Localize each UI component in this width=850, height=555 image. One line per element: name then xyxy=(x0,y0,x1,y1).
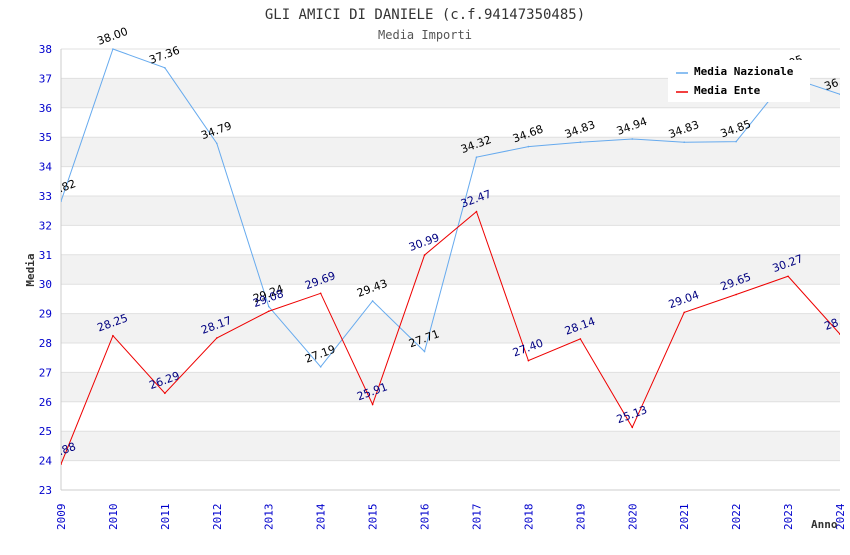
data-point-media-ente xyxy=(579,338,582,340)
grid-band xyxy=(61,166,840,196)
grid-band xyxy=(61,284,840,314)
legend-label-media-ente: Media Ente xyxy=(694,84,761,97)
y-tick-label: 30 xyxy=(39,278,52,291)
data-point-media-ente xyxy=(631,426,634,429)
legend-label-media-nazionale: Media Nazionale xyxy=(694,65,794,78)
x-tick-label: 2023 xyxy=(782,504,795,531)
x-tick-label: 2012 xyxy=(211,504,224,531)
grid-band xyxy=(61,401,840,432)
data-point-media-nazionale xyxy=(475,156,478,158)
grid-band xyxy=(61,107,840,138)
grid-band xyxy=(61,225,840,255)
y-tick-label: 23 xyxy=(39,484,52,497)
data-point-media-ente xyxy=(475,210,478,213)
data-point-media-ente xyxy=(735,293,737,296)
series-line-media-ente xyxy=(61,210,840,465)
y-tick-label: 29 xyxy=(39,308,52,321)
data-point-media-ente xyxy=(683,311,685,314)
data-point-media-nazionale xyxy=(61,200,62,203)
data-point-media-ente xyxy=(423,254,426,256)
series-line-media-nazionale xyxy=(61,48,840,368)
y-tick-label: 26 xyxy=(39,396,52,409)
y-axis-label: Media xyxy=(24,253,37,286)
chart-title: GLI AMICI DI DANIELE (c.f.94147350485) xyxy=(265,7,585,23)
data-point-media-ente xyxy=(112,334,114,337)
data-point-media-nazionale xyxy=(267,305,270,308)
data-point-media-nazionale xyxy=(631,138,634,140)
data-point-media-nazionale xyxy=(112,48,114,50)
data-point-media-nazionale xyxy=(527,145,530,148)
x-axis-label: Anno xyxy=(811,518,838,531)
data-point-media-ente xyxy=(267,310,270,313)
data-point-media-ente xyxy=(839,333,840,335)
x-tick-label: 2020 xyxy=(626,504,639,531)
y-tick-label: 31 xyxy=(39,249,52,262)
y-tick-label: 38 xyxy=(39,43,52,56)
x-tick-label: 2016 xyxy=(419,504,432,531)
data-point-media-ente xyxy=(164,392,166,395)
data-point-media-ente xyxy=(527,359,530,362)
data-point-media-nazionale xyxy=(579,141,582,143)
x-tick-label: 2015 xyxy=(367,504,380,531)
grid-band xyxy=(61,372,840,402)
y-tick-label: 37 xyxy=(39,72,52,85)
grid-band xyxy=(61,343,840,373)
chart-subtitle: Media Importi xyxy=(378,28,472,42)
data-point-media-ente xyxy=(216,337,218,339)
x-tick-label: 2018 xyxy=(522,504,535,531)
y-tick-label: 36 xyxy=(39,102,52,115)
data-point-media-ente xyxy=(319,292,322,295)
grid-band xyxy=(61,313,840,343)
data-point-media-nazionale xyxy=(164,67,166,69)
data-point-media-nazionale xyxy=(423,350,426,353)
legend: Media Nazionale Media Ente xyxy=(668,60,810,102)
data-point-media-nazionale xyxy=(216,142,218,145)
x-tick-label: 2014 xyxy=(315,503,328,530)
data-label-media-nazionale: 38.00 xyxy=(96,25,130,48)
data-point-media-nazionale xyxy=(319,366,322,368)
y-tick-label: 27 xyxy=(39,366,52,379)
y-tick-label: 35 xyxy=(39,131,52,144)
x-tick-label: 2024 xyxy=(834,503,847,530)
x-tick-label: 2011 xyxy=(159,504,172,531)
x-tick-label: 2021 xyxy=(678,504,691,531)
x-tick-label: 2013 xyxy=(263,504,276,531)
y-tick-label: 34 xyxy=(39,161,53,174)
y-tick-label: 25 xyxy=(39,425,52,438)
data-point-media-ente xyxy=(787,275,789,278)
data-point-media-nazionale xyxy=(371,300,374,302)
data-point-media-ente xyxy=(371,403,374,406)
x-tick-label: 2022 xyxy=(730,504,743,531)
data-point-media-nazionale xyxy=(735,140,737,143)
x-tick-label: 2009 xyxy=(55,504,68,531)
y-tick-label: 28 xyxy=(39,337,52,350)
data-point-media-nazionale xyxy=(683,141,685,143)
grid-band xyxy=(61,431,840,461)
y-tick-label: 33 xyxy=(39,190,52,203)
grid-band xyxy=(61,460,840,490)
x-tick-label: 2010 xyxy=(107,504,120,531)
data-point-media-nazionale xyxy=(839,93,840,96)
x-tick-label: 2019 xyxy=(574,504,587,531)
y-tick-label: 24 xyxy=(39,455,53,468)
data-point-media-ente xyxy=(61,463,62,465)
grid-band xyxy=(61,196,840,226)
grid-band xyxy=(61,254,840,285)
y-tick-label: 32 xyxy=(39,219,52,232)
x-tick-label: 2017 xyxy=(470,504,483,531)
